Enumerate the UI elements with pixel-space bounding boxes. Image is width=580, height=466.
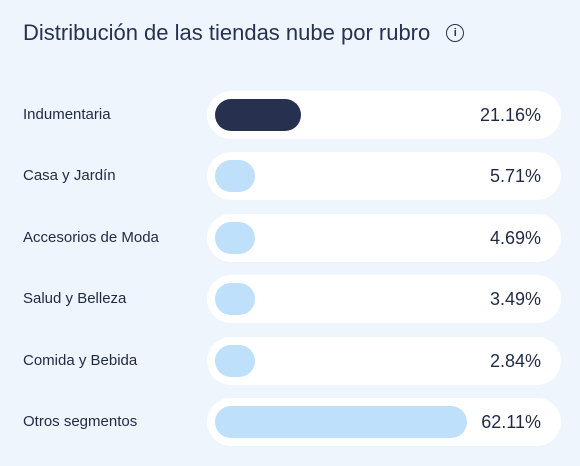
bar-row: Salud y Belleza 3.49% bbox=[0, 275, 580, 323]
bar bbox=[215, 345, 255, 377]
chart-header: Distribución de las tiendas nube por rub… bbox=[23, 16, 465, 50]
bar bbox=[215, 222, 255, 254]
bar-track: 2.84% bbox=[207, 337, 561, 385]
value-label: 62.11% bbox=[481, 412, 541, 432]
category-label: Indumentaria bbox=[23, 106, 111, 123]
category-label: Otros segmentos bbox=[23, 413, 138, 430]
bar-track: 4.69% bbox=[207, 214, 561, 262]
bar-row: Casa y Jardín 5.71% bbox=[0, 152, 580, 200]
category-label: Comida y Bebida bbox=[23, 352, 138, 369]
bar-row: Accesorios de Moda 4.69% bbox=[0, 214, 580, 262]
bar bbox=[215, 99, 301, 131]
bar-row: Indumentaria 21.16% bbox=[0, 91, 580, 139]
category-label: Salud y Belleza bbox=[23, 290, 127, 307]
value-label: 21.16% bbox=[479, 105, 541, 125]
info-icon[interactable]: i bbox=[446, 24, 465, 42]
bar-track: 3.49% bbox=[207, 275, 561, 323]
bar-track: 5.71% bbox=[207, 152, 561, 200]
bar bbox=[215, 283, 255, 315]
bar bbox=[215, 406, 467, 438]
bar bbox=[215, 160, 255, 192]
bar-row: Comida y Bebida 2.84% bbox=[0, 337, 580, 385]
category-label: Accesorios de Moda bbox=[23, 229, 159, 246]
bar-track: 62.11% bbox=[207, 398, 561, 446]
value-label: 3.49% bbox=[489, 289, 541, 309]
value-label: 2.84% bbox=[489, 351, 541, 371]
bar-track: 21.16% bbox=[207, 91, 561, 139]
value-label: 5.71% bbox=[489, 166, 541, 186]
value-label: 4.69% bbox=[489, 228, 541, 248]
category-label: Casa y Jardín bbox=[23, 167, 116, 184]
chart-title: Distribución de las tiendas nube por rub… bbox=[23, 20, 431, 45]
bar-row: Otros segmentos 62.11% bbox=[0, 398, 580, 446]
